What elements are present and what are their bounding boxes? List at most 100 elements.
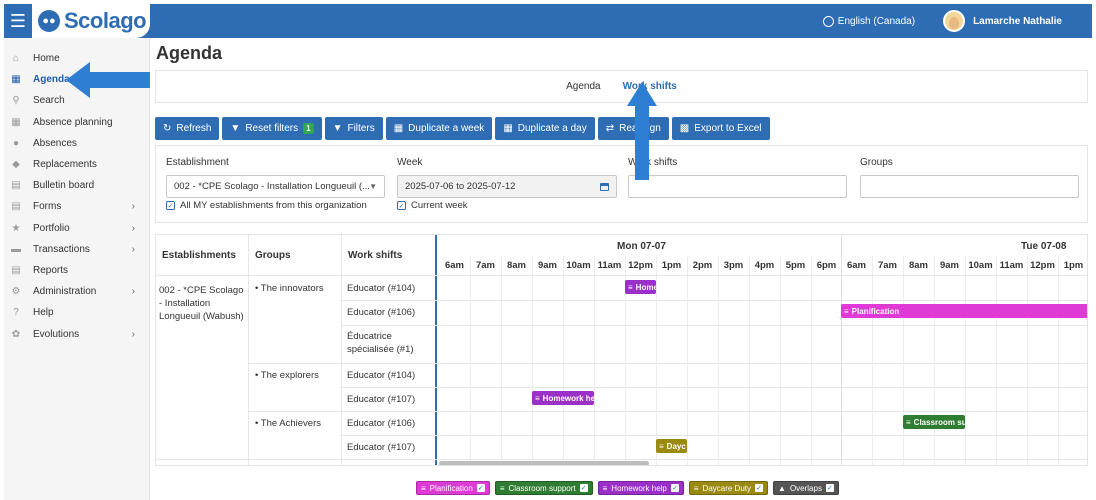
- filters-button[interactable]: ▼ Filters: [324, 117, 383, 140]
- sidebar-item-replacements[interactable]: ◆ Replacements: [4, 154, 149, 175]
- day-header: Mon 07-07: [617, 241, 666, 252]
- gear-icon: ⚙: [11, 286, 21, 298]
- hour-label: 1pm: [1063, 260, 1084, 271]
- search-icon: ⚲: [12, 95, 20, 107]
- establishments-header: Establishments: [162, 250, 236, 261]
- list-icon: ≡: [421, 483, 426, 493]
- sidebar-item-reports[interactable]: ▤ Reports: [4, 260, 149, 281]
- sidebar-item-evolutions[interactable]: ✿ Evolutions ›: [4, 323, 149, 344]
- current-week-checkbox[interactable]: ✓ Current week: [397, 200, 468, 211]
- duplicate-week-button[interactable]: ▦ Duplicate a week: [385, 117, 493, 140]
- week-field[interactable]: 2025-07-06 to 2025-07-12: [397, 175, 617, 198]
- refresh-button[interactable]: ↻ Refresh: [155, 117, 220, 140]
- establishments-column: Establishments 002 - *CPE Scolago - Inst…: [156, 235, 249, 465]
- timeline[interactable]: Mon 07-07 6am 7am 8am 9am 10am 11am 12pm 1pm 2pm 3…: [439, 235, 1087, 465]
- sidebar-item-portfolio[interactable]: ★ Portfolio ›: [4, 218, 149, 239]
- group-cell: • The innovators: [255, 283, 324, 294]
- transactions-icon: ▬: [11, 243, 21, 255]
- list-icon: ≡: [659, 441, 664, 451]
- sidebar-item-transactions[interactable]: ▬ Transactions ›: [4, 239, 149, 260]
- legend-item[interactable]: ▲ Overlaps ✓: [773, 481, 839, 495]
- calendar-icon: ▦: [393, 123, 404, 134]
- shift-event[interactable]: ≡ Planification: [841, 304, 1087, 318]
- duplicate-day-button[interactable]: ▦ Duplicate a day: [495, 117, 595, 140]
- hour-label: 9am: [537, 260, 557, 271]
- groups-input[interactable]: [860, 175, 1079, 198]
- filter-reset-icon: ▼: [230, 123, 241, 134]
- hamburger-icon[interactable]: ☰: [9, 10, 27, 31]
- legend-item[interactable]: ≡ Daycare Duty ✓: [688, 481, 769, 495]
- checkbox-checked-icon: ✓: [755, 484, 764, 492]
- shift-event[interactable]: ≡Classroom sup: [903, 415, 965, 429]
- logo[interactable]: ●● Scolago: [32, 4, 150, 38]
- export-excel-button[interactable]: ▩ Export to Excel: [671, 117, 770, 140]
- checkbox-checked-icon: ✓: [476, 484, 485, 492]
- sidebar-item-label: Help: [33, 307, 54, 319]
- all-establishments-checkbox[interactable]: ✓ All MY establishments from this organi…: [166, 200, 367, 211]
- sidebar-item-home[interactable]: ⌂ Home: [4, 48, 149, 69]
- horizontal-scrollbar[interactable]: [439, 461, 649, 465]
- sidebar-item-search[interactable]: ⚲ Search: [4, 90, 149, 111]
- hour-label: 12pm: [1030, 260, 1055, 271]
- calendar-icon: ▦: [503, 123, 513, 134]
- work-shift-cell: Educator (#106): [347, 307, 416, 318]
- sidebar-item-agenda[interactable]: ▦ Agenda: [4, 69, 149, 90]
- work-shifts-header: Work shifts: [348, 250, 403, 261]
- groups-column: Groups • The innovators • The explorers …: [249, 235, 342, 465]
- pointer-arrow-up: [627, 82, 657, 180]
- sidebar-item-label: Home: [33, 53, 60, 65]
- home-icon: ⌂: [12, 53, 20, 65]
- sidebar-item-label: Absence planning: [33, 116, 113, 128]
- hour-label: 1pm: [661, 260, 682, 271]
- page-title: Agenda: [156, 43, 223, 63]
- shift-event[interactable]: ≡ Homework he: [532, 391, 594, 405]
- reset-filters-button[interactable]: ▼ Reset filters 1: [222, 117, 322, 140]
- checkbox-checked-icon: ✓: [397, 201, 406, 210]
- sidebar-item-label: Portfolio: [33, 222, 70, 234]
- chevron-right-icon: ›: [131, 222, 135, 234]
- sidebar-item-help[interactable]: ? Help: [4, 302, 149, 323]
- list-icon: ▲: [778, 483, 786, 493]
- legend-item[interactable]: ≡ Planification ✓: [416, 481, 490, 495]
- pointer-arrow-left: [66, 62, 150, 98]
- sidebar-item-label: Bulletin board: [33, 180, 95, 192]
- owl-logo-icon: ●●: [38, 10, 60, 32]
- work-shift-cell: Educator (#106): [347, 418, 416, 429]
- legend-item[interactable]: ≡ Homework help ✓: [597, 481, 684, 495]
- establishment-select[interactable]: 002 - *CPE Scolago - Installation Longue…: [166, 175, 385, 198]
- legend-item[interactable]: ≡ Classroom support ✓: [494, 481, 593, 495]
- chevron-right-icon: ›: [131, 286, 135, 298]
- hour-label: 2pm: [692, 260, 713, 271]
- legend: ≡ Planification ✓ ≡ Classroom support ✓ ≡ Homew…: [416, 481, 839, 495]
- list-icon: ≡: [693, 483, 699, 493]
- excel-icon: ▩: [679, 123, 690, 134]
- shift-event[interactable]: ≡ Dayc: [656, 439, 687, 453]
- tab-agenda[interactable]: Agenda: [566, 81, 601, 92]
- sidebar-item-administration[interactable]: ⚙ Administration ›: [4, 281, 149, 302]
- logo-text: Scolago: [64, 8, 147, 33]
- sidebar-item-label: Replacements: [33, 159, 97, 171]
- tab-work-shifts[interactable]: Work shifts: [622, 81, 677, 92]
- work-shift-cell: Éducatrice spécialisée (#1): [347, 331, 414, 355]
- eraser-icon: ◆: [12, 159, 20, 171]
- chevron-right-icon: ›: [131, 243, 135, 255]
- groups-header: Groups: [255, 250, 291, 261]
- language-selector[interactable]: English (Canada): [822, 15, 915, 27]
- sidebar-item-forms[interactable]: ▤ Forms ›: [4, 196, 149, 217]
- work-shift-cell: Educator (#104): [347, 283, 416, 294]
- establishment-label: Establishment: [166, 157, 229, 168]
- hour-label: 12pm: [628, 260, 653, 271]
- work-shifts-input[interactable]: [628, 175, 847, 198]
- sidebar-item-label: Agenda: [33, 74, 70, 86]
- checkbox-checked-icon: ✓: [825, 484, 834, 492]
- establishment-cell: 002 - *CPE Scolago - Installation Longue…: [159, 285, 244, 322]
- sidebar-item-absence-planning[interactable]: ▦ Absence planning: [4, 112, 149, 133]
- user-name[interactable]: Lamarche Nathalie: [973, 15, 1062, 27]
- sidebar-item-label: Evolutions: [33, 328, 80, 340]
- sidebar-item-label: Reports: [33, 264, 69, 276]
- shift-event[interactable]: ≡ Home: [625, 280, 656, 294]
- work-shifts-label: Work shifts: [628, 157, 678, 168]
- sidebar-item-bulletin-board[interactable]: ▤ Bulletin board: [4, 175, 149, 196]
- avatar[interactable]: [943, 10, 966, 32]
- sidebar-item-absences[interactable]: ● Absences: [4, 133, 149, 154]
